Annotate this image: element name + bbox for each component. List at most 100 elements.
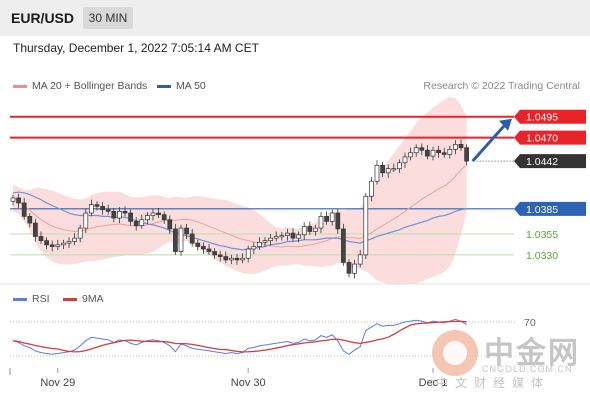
candle-body (408, 152, 413, 158)
candle-body (436, 149, 441, 154)
candle-body (55, 244, 61, 247)
bollinger-band-area (13, 96, 467, 285)
candle-body (195, 242, 201, 247)
level-tag-1.0470 (514, 130, 586, 145)
level-label-1.0330: 1.0330 (526, 250, 558, 262)
candle-body (301, 226, 307, 236)
candle-body (341, 228, 346, 263)
x-tick-label: Dec 1 (419, 377, 448, 389)
ma20-line (12, 164, 467, 248)
bollinger-band (13, 96, 467, 285)
forecast-arrow-head (499, 118, 512, 131)
candle-body (413, 147, 419, 154)
candle-body (206, 248, 212, 252)
candle-body (212, 251, 217, 256)
candle-body (44, 240, 49, 246)
watermark-subtitle: 中文财经媒体 (436, 376, 551, 390)
candle-body (139, 219, 145, 226)
rsi-ma-line (12, 320, 467, 353)
candle-body (363, 195, 369, 256)
candle-body (397, 162, 402, 170)
candle-body (33, 222, 38, 237)
candle-body (313, 227, 318, 232)
candle-body (380, 164, 385, 174)
candle-body (290, 232, 296, 239)
candle-body (105, 209, 111, 212)
candle-body (21, 202, 27, 217)
watermark-logo-icon (432, 330, 478, 376)
legend-bb-swatch (13, 84, 27, 88)
candle-body (77, 227, 83, 239)
candle-body (357, 254, 363, 265)
watermark-url: CNGOLD.COM.CN (482, 364, 573, 374)
candle-body (10, 197, 16, 202)
candle-body (61, 242, 66, 246)
candle-body (296, 234, 301, 239)
ma50-line (12, 191, 467, 251)
candle-body (72, 237, 77, 242)
candle-body (453, 144, 458, 150)
candle-body (346, 262, 352, 274)
candle-body (430, 149, 436, 157)
credit-text: Research © 2022 Trading Central (423, 80, 580, 92)
legend-ma50: MA 50 (157, 80, 206, 92)
level-label-1.0442: 1.0442 (526, 156, 558, 168)
candles (10, 139, 469, 279)
candle-body (329, 212, 335, 222)
candle-body (374, 164, 380, 182)
timeframe-badge[interactable]: 30 MIN (83, 7, 133, 29)
watermark-text: 中金网 (484, 336, 580, 371)
candle-body (369, 180, 374, 197)
candle-body (66, 241, 72, 244)
candle-body (89, 204, 94, 214)
legend-bb-label: MA 20 + Bollinger Bands (32, 80, 148, 92)
candle-body (27, 216, 33, 224)
pair-label: EUR/USD (11, 10, 75, 26)
candle-body (458, 144, 464, 149)
candle-body (189, 233, 195, 244)
legend-ma50-label: MA 50 (176, 80, 206, 92)
candle-body (111, 210, 117, 219)
candle-body (217, 254, 223, 257)
candle-body (161, 214, 167, 221)
level-labels: 1.0495 1.0470 1.0442 1.0385 1.0355 1.0330 (514, 109, 586, 262)
candle-body (441, 152, 447, 155)
x-tick-label: Nov 29 (40, 377, 75, 389)
price-levels (10, 115, 514, 256)
candle-body (229, 257, 234, 261)
candle-body (100, 205, 105, 211)
legend-9ma-swatch (63, 297, 77, 301)
time-axis: Nov 29 Nov 30 Dec 1 (9, 368, 448, 389)
candle-body (240, 257, 245, 261)
candle-body (167, 219, 173, 230)
candle-body (156, 212, 161, 216)
rsi-level-label: 70 (524, 317, 536, 329)
legend-9ma-label: 9MA (82, 293, 104, 305)
candle-body (324, 216, 329, 222)
candle-body (83, 212, 89, 229)
candle-body (257, 241, 262, 247)
candle-body (268, 237, 273, 242)
header-bar: EUR/USD 30 MIN (0, 0, 590, 36)
candle-body (447, 149, 453, 155)
candle-body (184, 227, 189, 235)
legend-rsi-swatch (13, 297, 27, 301)
candle-body (279, 235, 285, 238)
level-tag-1.0385 (514, 201, 586, 216)
chart-datetime: Thursday, December 1, 2022 7:05:14 AM CE… (13, 41, 259, 55)
candle-body (94, 204, 100, 207)
candle-body (419, 147, 425, 151)
level-label-1.0355: 1.0355 (526, 229, 558, 241)
candle-body (38, 236, 44, 242)
candle-body (117, 210, 122, 219)
candle-body (402, 156, 408, 164)
candle-body (425, 149, 430, 157)
candle-body (285, 232, 290, 236)
candle-body (352, 263, 357, 274)
candle-body (385, 168, 391, 174)
legend-bb: MA 20 + Bollinger Bands (13, 80, 147, 92)
candle-body (251, 246, 257, 250)
candle-body (391, 168, 397, 171)
legend-9ma: 9MA (63, 293, 104, 305)
